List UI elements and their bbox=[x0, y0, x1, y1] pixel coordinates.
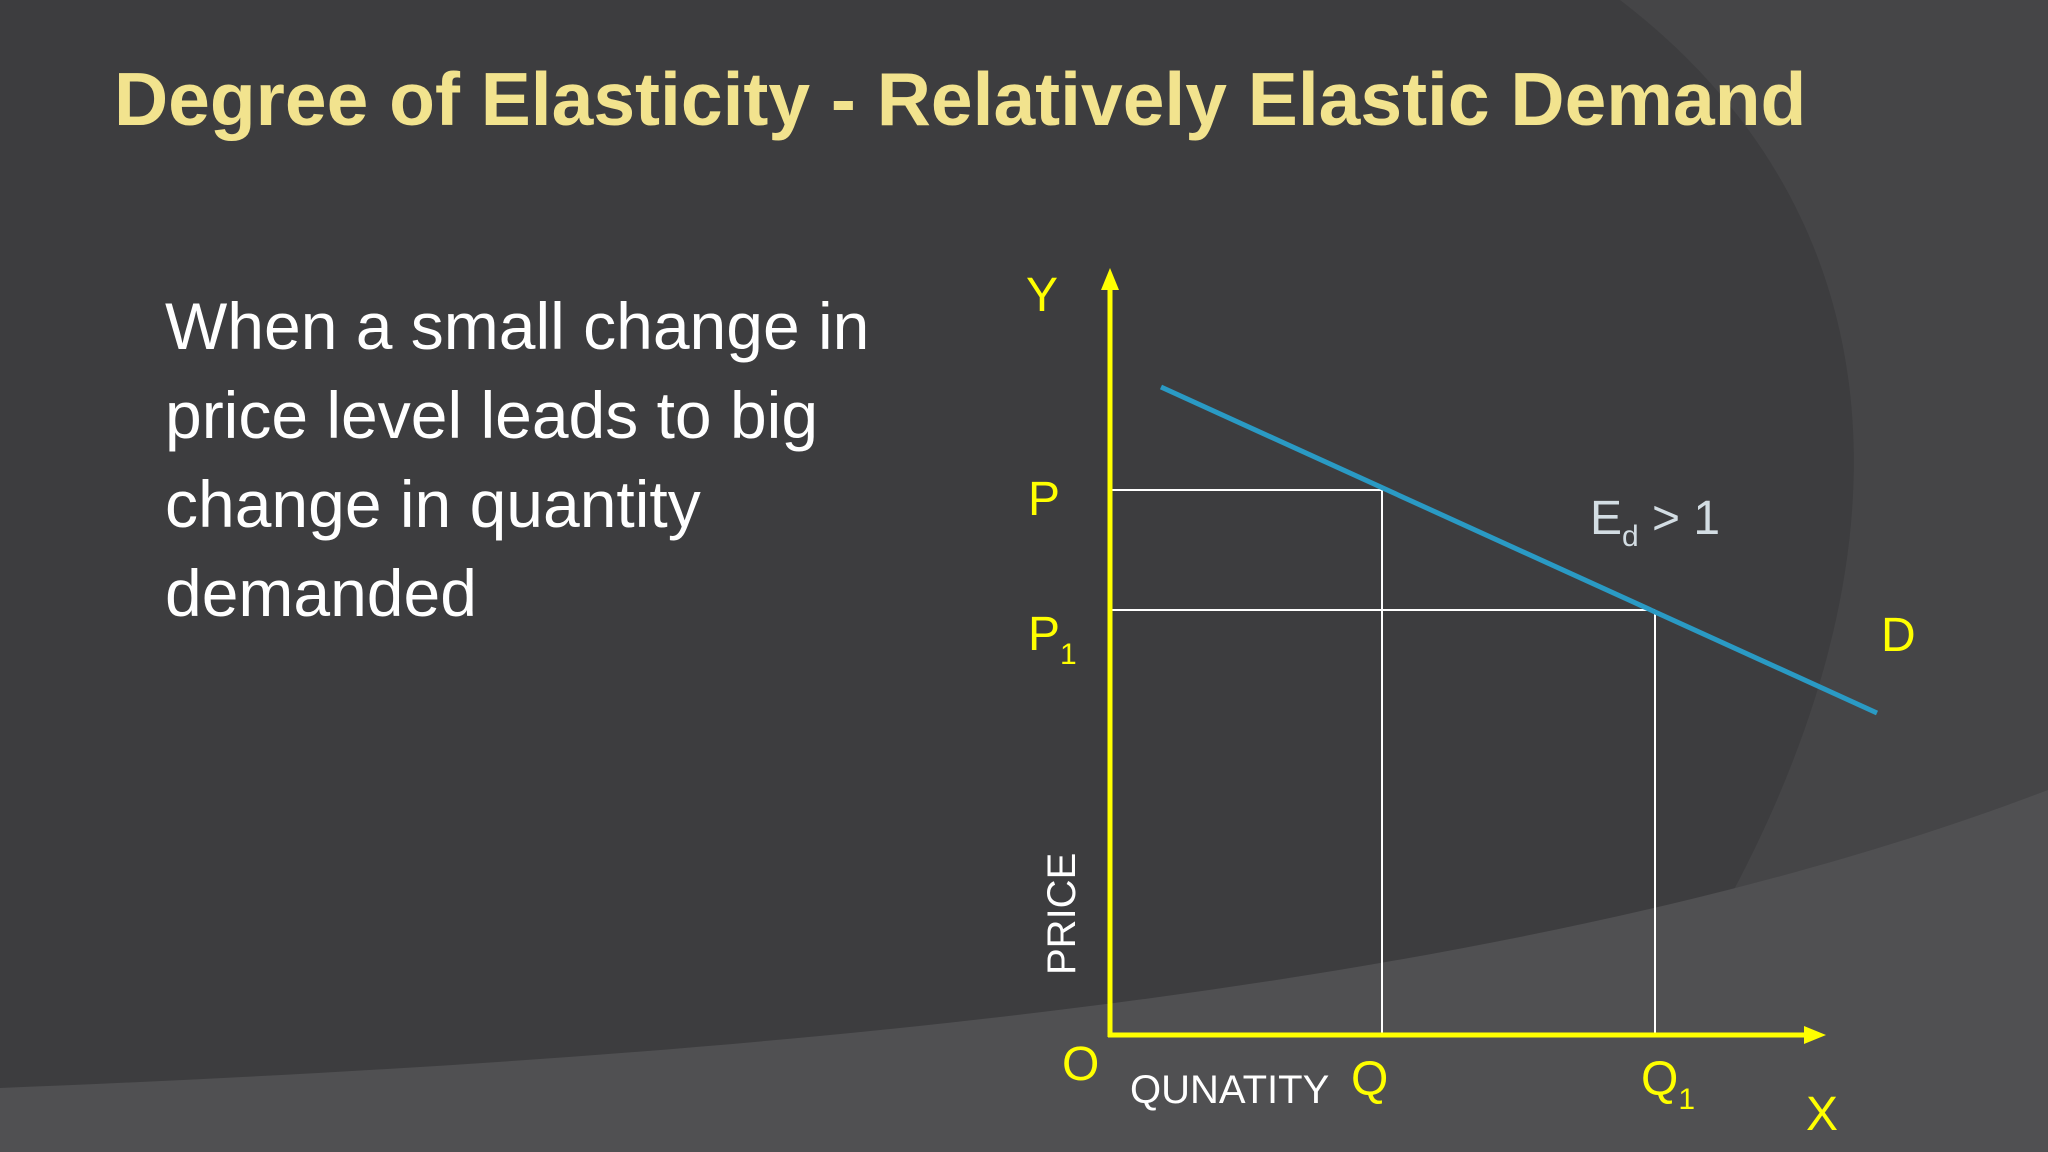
x-axis-arrowhead bbox=[1804, 1026, 1826, 1044]
background-wave bbox=[0, 790, 2048, 1152]
slide-title: Degree of Elasticity - Relatively Elasti… bbox=[114, 57, 1807, 141]
price-label-p1: P1 bbox=[1028, 608, 1077, 671]
y-axis-title: PRICE bbox=[1040, 853, 1084, 975]
y-axis-letter: Y bbox=[1026, 269, 1058, 322]
x-axis-title: QUNATITY bbox=[1130, 1068, 1329, 1112]
y-axis-arrowhead bbox=[1101, 268, 1119, 290]
quantity-label-q1: Q1 bbox=[1641, 1053, 1695, 1116]
x-axis-letter: X bbox=[1806, 1088, 1838, 1141]
elasticity-label: Ed > 1 bbox=[1590, 492, 1720, 553]
origin-label: O bbox=[1062, 1038, 1099, 1091]
body-text: When a small change in price level leads… bbox=[165, 289, 870, 630]
demand-curve bbox=[1159, 384, 1879, 716]
quantity-label-q: Q bbox=[1351, 1053, 1388, 1106]
price-label-p: P bbox=[1028, 473, 1060, 526]
demand-curve-label: D bbox=[1881, 609, 1916, 662]
